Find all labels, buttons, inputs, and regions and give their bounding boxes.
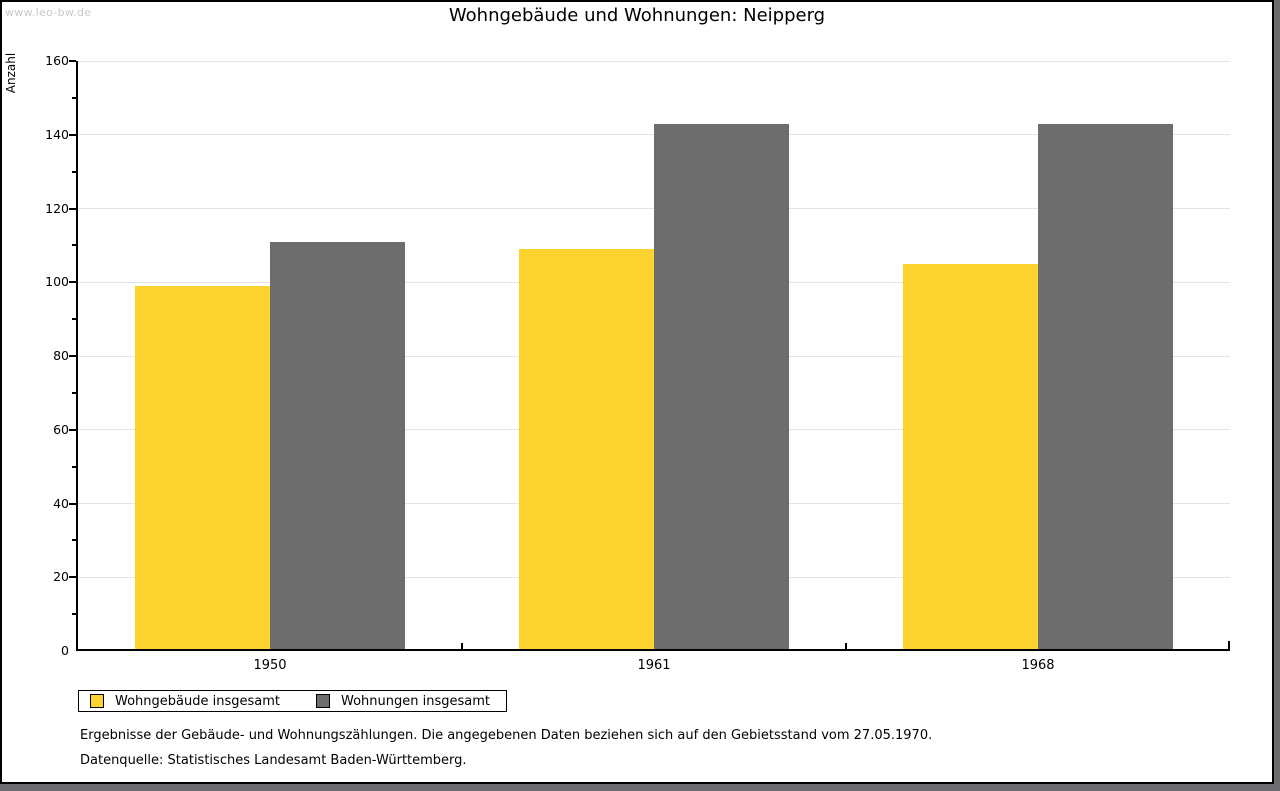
x-group-tick bbox=[845, 643, 847, 649]
y-major-tick bbox=[69, 60, 76, 62]
legend-swatch-icon bbox=[316, 694, 330, 708]
legend-item-series-1: Wohnungen insgesamt bbox=[316, 694, 490, 709]
y-minor-tick bbox=[72, 96, 76, 99]
y-major-tick bbox=[69, 576, 76, 579]
y-tick-label: 100 bbox=[45, 274, 69, 290]
x-axis-line bbox=[76, 649, 1230, 651]
y-major-tick bbox=[69, 207, 76, 210]
legend: Wohngebäude insgesamt Wohnungen insgesamt bbox=[78, 690, 507, 712]
y-major-tick bbox=[69, 502, 76, 505]
y-tick-label: 0 bbox=[61, 643, 69, 658]
y-minor-tick bbox=[72, 613, 76, 616]
y-major-tick bbox=[69, 428, 76, 431]
bar-1950-series-0 bbox=[135, 285, 270, 651]
watermark: www.leo-bw.de bbox=[5, 6, 92, 19]
x-axis-end-tick bbox=[1228, 641, 1230, 649]
legend-label: Wohnungen insgesamt bbox=[341, 693, 490, 709]
y-minor-tick bbox=[72, 170, 76, 173]
y-tick-label: 160 bbox=[45, 53, 69, 68]
x-group-tick bbox=[461, 643, 463, 649]
grid-line bbox=[78, 60, 1230, 62]
x-tick-label: 1961 bbox=[637, 658, 671, 673]
y-tick-label: 120 bbox=[45, 200, 69, 216]
y-major-tick bbox=[69, 133, 76, 136]
legend-swatch-icon bbox=[90, 694, 104, 708]
bar-1968-series-0 bbox=[903, 263, 1038, 651]
y-tick-label: 140 bbox=[45, 126, 69, 142]
y-minor-tick bbox=[72, 465, 76, 468]
y-minor-tick bbox=[72, 391, 76, 394]
x-tick-label: 1950 bbox=[253, 658, 287, 673]
y-major-tick bbox=[69, 281, 76, 284]
y-minor-tick bbox=[72, 539, 76, 542]
bar-1961-series-1 bbox=[654, 123, 789, 651]
chart-title: Wohngebäude und Wohnungen: Neipperg bbox=[448, 5, 826, 26]
legend-item-series-0: Wohngebäude insgesamt bbox=[90, 694, 280, 709]
y-axis-title: Anzahl bbox=[2, 46, 20, 100]
y-minor-tick bbox=[72, 318, 76, 321]
y-minor-tick bbox=[72, 244, 76, 247]
bar-1950-series-1 bbox=[270, 241, 405, 651]
plot-area bbox=[69, 60, 1230, 651]
y-tick-label: 60 bbox=[53, 421, 69, 437]
y-axis-title-text: Anzahl bbox=[4, 52, 18, 94]
y-tick-label: 80 bbox=[53, 348, 69, 363]
y-tick-label: 40 bbox=[53, 495, 69, 511]
y-axis-line bbox=[76, 61, 78, 651]
bar-1968-series-1 bbox=[1038, 123, 1173, 651]
footnote-source-note: Ergebnisse der Gebäude- und Wohnungszähl… bbox=[80, 728, 933, 743]
y-tick-label: 20 bbox=[53, 569, 69, 585]
x-tick-label: 1968 bbox=[1021, 658, 1055, 673]
y-major-tick bbox=[69, 355, 76, 357]
footnote-data-source: Datenquelle: Statistisches Landesamt Bad… bbox=[80, 753, 467, 768]
legend-label: Wohngebäude insgesamt bbox=[115, 693, 280, 709]
bar-1961-series-0 bbox=[519, 249, 654, 651]
